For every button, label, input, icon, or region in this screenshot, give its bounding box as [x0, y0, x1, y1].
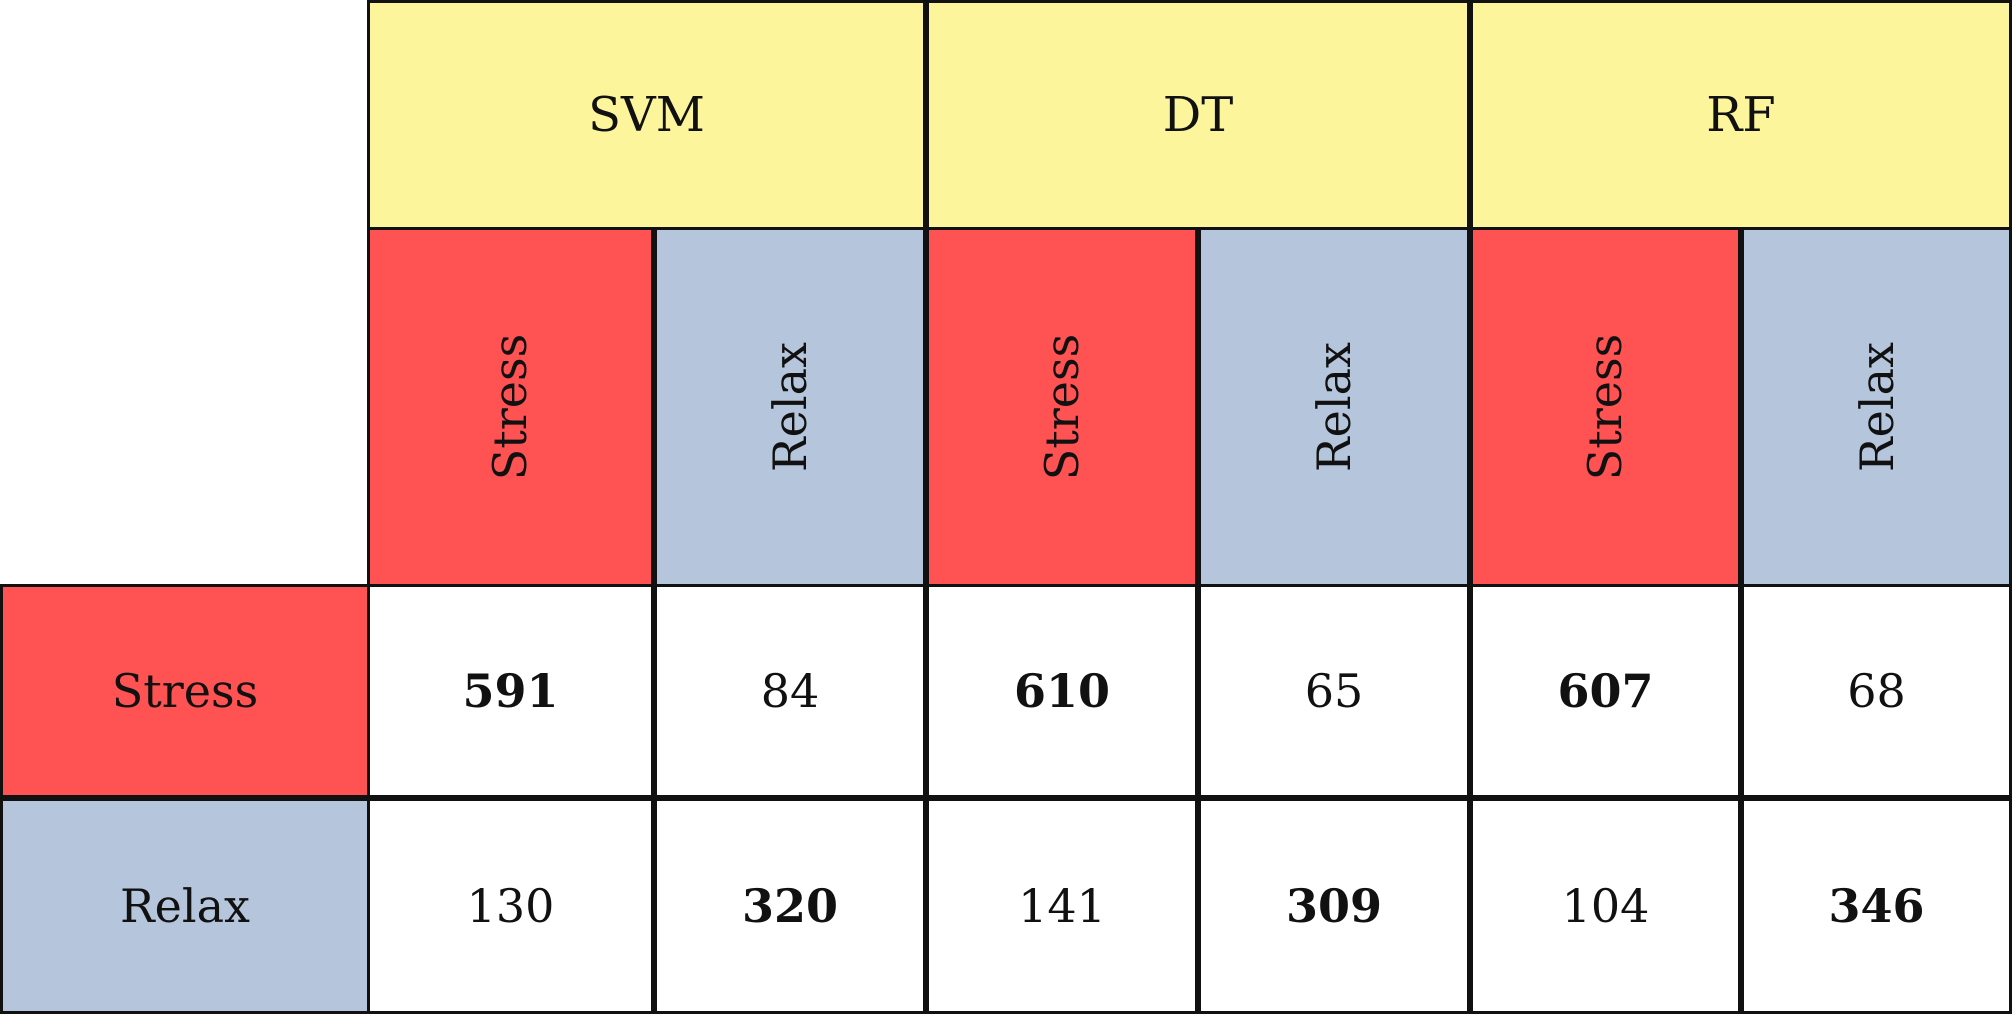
- row-header-relax: Relax: [0, 798, 370, 1014]
- value-cell-stress-4-text: 607: [1557, 664, 1654, 718]
- value-cell-relax-4: 104: [1470, 798, 1741, 1014]
- model-header-rf: RF: [1470, 0, 2012, 230]
- value-cell-relax-4-text: 104: [1561, 879, 1650, 933]
- value-cell-relax-3: 309: [1198, 798, 1470, 1014]
- model-header-svm: SVM: [367, 0, 926, 230]
- class-header-svm-relax-text: Relax: [763, 342, 817, 472]
- value-cell-relax-2: 141: [926, 798, 1198, 1014]
- value-cell-relax-1-text: 320: [741, 879, 839, 933]
- row-header-stress-text: Stress: [111, 664, 259, 718]
- value-cell-stress-1: 84: [654, 584, 926, 798]
- class-header-dt-relax: Relax: [1198, 227, 1470, 587]
- value-cell-stress-0-text: 591: [462, 664, 559, 718]
- value-cell-stress-3: 65: [1198, 584, 1470, 798]
- value-cell-relax-3-text: 309: [1285, 879, 1383, 933]
- value-cell-stress-2-text: 610: [1013, 664, 1111, 718]
- value-cell-stress-5: 68: [1741, 584, 2012, 798]
- class-header-svm-stress: Stress: [367, 227, 654, 587]
- class-header-rf-stress-text: Stress: [1578, 333, 1633, 481]
- model-header-svm-text: SVM: [588, 87, 705, 143]
- model-header-dt: DT: [926, 0, 1470, 230]
- row-header-relax-text: Relax: [120, 879, 250, 933]
- class-header-rf-stress: Stress: [1470, 227, 1741, 587]
- model-header-rf-text: RF: [1706, 87, 1776, 143]
- value-cell-stress-0: 591: [367, 584, 654, 798]
- class-header-rf-relax-text: Relax: [1849, 342, 1904, 472]
- value-cell-stress-2: 610: [926, 584, 1198, 798]
- value-cell-stress-5-text: 68: [1847, 664, 1906, 718]
- class-header-rf-relax: Relax: [1741, 227, 2012, 587]
- value-cell-stress-4: 607: [1470, 584, 1741, 798]
- value-cell-relax-0: 130: [367, 798, 654, 1014]
- row-header-stress: Stress: [0, 584, 370, 798]
- value-cell-stress-1-text: 84: [760, 664, 820, 718]
- value-cell-relax-1: 320: [654, 798, 926, 1014]
- class-header-svm-stress-text: Stress: [483, 333, 538, 481]
- value-cell-relax-5-text: 346: [1828, 879, 1925, 933]
- model-header-dt-text: DT: [1162, 87, 1234, 143]
- value-cell-relax-5: 346: [1741, 798, 2012, 1014]
- class-header-dt-relax-text: Relax: [1307, 342, 1361, 472]
- class-header-dt-stress: Stress: [926, 227, 1198, 587]
- value-cell-relax-2-text: 141: [1018, 879, 1106, 933]
- value-cell-stress-3-text: 65: [1304, 664, 1364, 718]
- value-cell-relax-0-text: 130: [466, 879, 555, 933]
- class-header-svm-relax: Relax: [654, 227, 926, 587]
- class-header-dt-stress-text: Stress: [1035, 333, 1089, 481]
